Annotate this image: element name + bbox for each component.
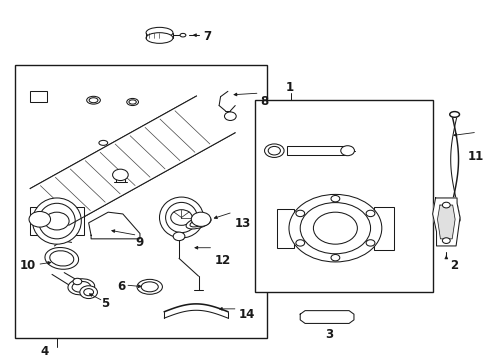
Circle shape bbox=[296, 210, 305, 217]
Ellipse shape bbox=[89, 98, 98, 103]
Circle shape bbox=[113, 169, 128, 181]
Bar bbox=[15, 65, 267, 338]
Circle shape bbox=[45, 212, 69, 230]
Ellipse shape bbox=[265, 144, 284, 157]
Circle shape bbox=[442, 238, 450, 243]
Ellipse shape bbox=[68, 279, 95, 295]
Text: 8: 8 bbox=[261, 95, 269, 108]
Text: 9: 9 bbox=[135, 236, 143, 249]
Text: 12: 12 bbox=[215, 254, 231, 267]
Ellipse shape bbox=[159, 197, 203, 238]
Ellipse shape bbox=[127, 98, 139, 105]
Ellipse shape bbox=[190, 219, 207, 227]
Text: 4: 4 bbox=[41, 345, 49, 358]
Circle shape bbox=[449, 215, 461, 224]
Polygon shape bbox=[433, 198, 460, 246]
Circle shape bbox=[366, 240, 375, 246]
Circle shape bbox=[314, 212, 357, 244]
Circle shape bbox=[73, 278, 82, 285]
Ellipse shape bbox=[268, 147, 280, 155]
Circle shape bbox=[300, 203, 370, 254]
Ellipse shape bbox=[87, 96, 100, 104]
Ellipse shape bbox=[72, 282, 91, 292]
Circle shape bbox=[171, 210, 192, 225]
Text: 2: 2 bbox=[450, 260, 458, 273]
Bar bbox=[277, 209, 294, 248]
Circle shape bbox=[173, 232, 185, 240]
Polygon shape bbox=[30, 96, 235, 225]
Ellipse shape bbox=[99, 140, 108, 145]
Text: 7: 7 bbox=[203, 31, 212, 44]
Ellipse shape bbox=[137, 279, 162, 294]
Text: 1: 1 bbox=[286, 81, 294, 94]
Polygon shape bbox=[438, 205, 455, 239]
Bar bbox=[374, 207, 394, 249]
Bar bbox=[282, 217, 389, 239]
Ellipse shape bbox=[146, 33, 173, 43]
Ellipse shape bbox=[39, 203, 75, 239]
Bar bbox=[30, 207, 84, 235]
Ellipse shape bbox=[129, 100, 136, 104]
Bar bbox=[255, 100, 433, 292]
Text: 6: 6 bbox=[118, 280, 126, 293]
Ellipse shape bbox=[166, 202, 197, 233]
Text: 13: 13 bbox=[234, 217, 250, 230]
Text: 3: 3 bbox=[325, 328, 334, 341]
Circle shape bbox=[84, 289, 94, 296]
Circle shape bbox=[341, 146, 354, 156]
Bar bbox=[287, 147, 345, 155]
Ellipse shape bbox=[186, 217, 211, 229]
Circle shape bbox=[366, 210, 375, 217]
Circle shape bbox=[289, 194, 382, 262]
Circle shape bbox=[442, 202, 450, 208]
Circle shape bbox=[191, 212, 211, 226]
Circle shape bbox=[296, 240, 305, 246]
Ellipse shape bbox=[141, 282, 158, 292]
Ellipse shape bbox=[450, 112, 460, 117]
Circle shape bbox=[331, 195, 340, 202]
Polygon shape bbox=[89, 212, 140, 239]
Circle shape bbox=[29, 211, 50, 227]
Ellipse shape bbox=[50, 251, 74, 266]
Ellipse shape bbox=[180, 33, 186, 37]
Text: 5: 5 bbox=[101, 297, 109, 310]
Bar bbox=[30, 91, 47, 102]
Ellipse shape bbox=[45, 248, 78, 269]
Text: 14: 14 bbox=[239, 308, 255, 321]
Text: 10: 10 bbox=[20, 259, 36, 272]
Polygon shape bbox=[300, 311, 354, 323]
Circle shape bbox=[80, 286, 98, 298]
Text: 11: 11 bbox=[467, 150, 484, 163]
Ellipse shape bbox=[32, 198, 81, 244]
Circle shape bbox=[224, 112, 236, 121]
Ellipse shape bbox=[146, 27, 173, 38]
Circle shape bbox=[331, 255, 340, 261]
